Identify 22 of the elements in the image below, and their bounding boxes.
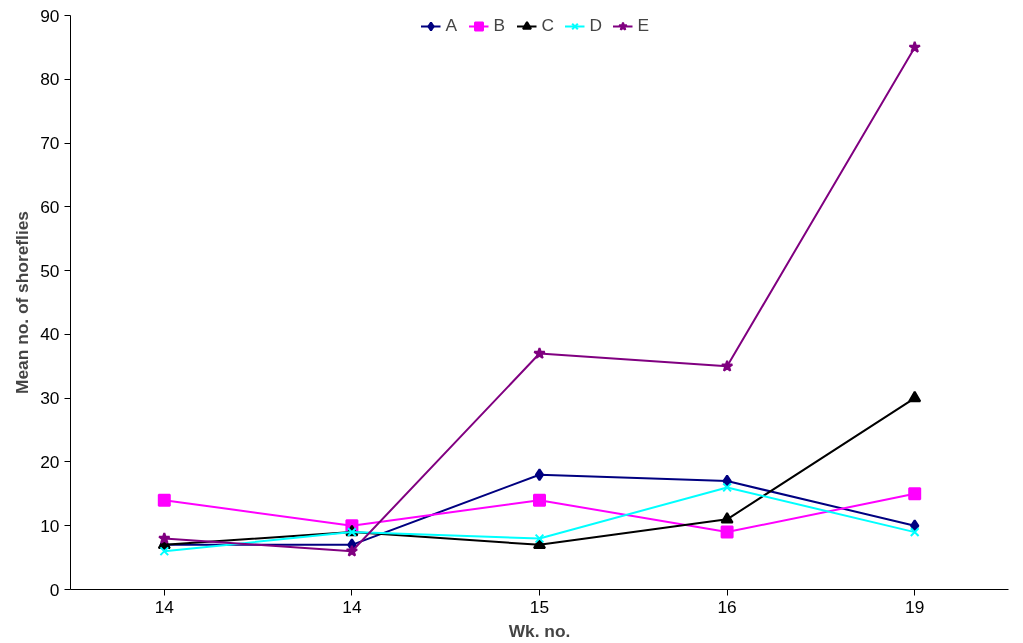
x-tick-label: 19 xyxy=(905,596,925,617)
y-tick-label: 10 xyxy=(40,515,60,536)
legend-label: C xyxy=(541,15,555,36)
y-tick-label: 50 xyxy=(40,260,60,281)
y-tick-label: 80 xyxy=(40,69,60,90)
y-tick-label: 0 xyxy=(49,579,60,600)
x-tick-label: 16 xyxy=(717,596,737,617)
y-tick-label: 70 xyxy=(40,133,60,154)
y-tick-label: 90 xyxy=(40,5,60,26)
y-tick-label: 60 xyxy=(40,196,60,217)
x-tick-label: 14 xyxy=(342,596,362,617)
y-tick-label: 40 xyxy=(40,324,60,345)
legend-label: D xyxy=(589,15,603,36)
legend-label: E xyxy=(637,15,651,36)
legend-label: B xyxy=(493,15,507,36)
legend-label: A xyxy=(445,15,459,36)
y-tick-label: 20 xyxy=(40,451,60,472)
x-tick-label: 15 xyxy=(529,596,550,617)
x-tick-label: 14 xyxy=(154,596,175,617)
x-axis-title: Wk. no. xyxy=(508,620,571,641)
y-tick-label: 30 xyxy=(40,388,60,409)
y-axis-title: Mean no. of shoreflies xyxy=(12,211,33,394)
